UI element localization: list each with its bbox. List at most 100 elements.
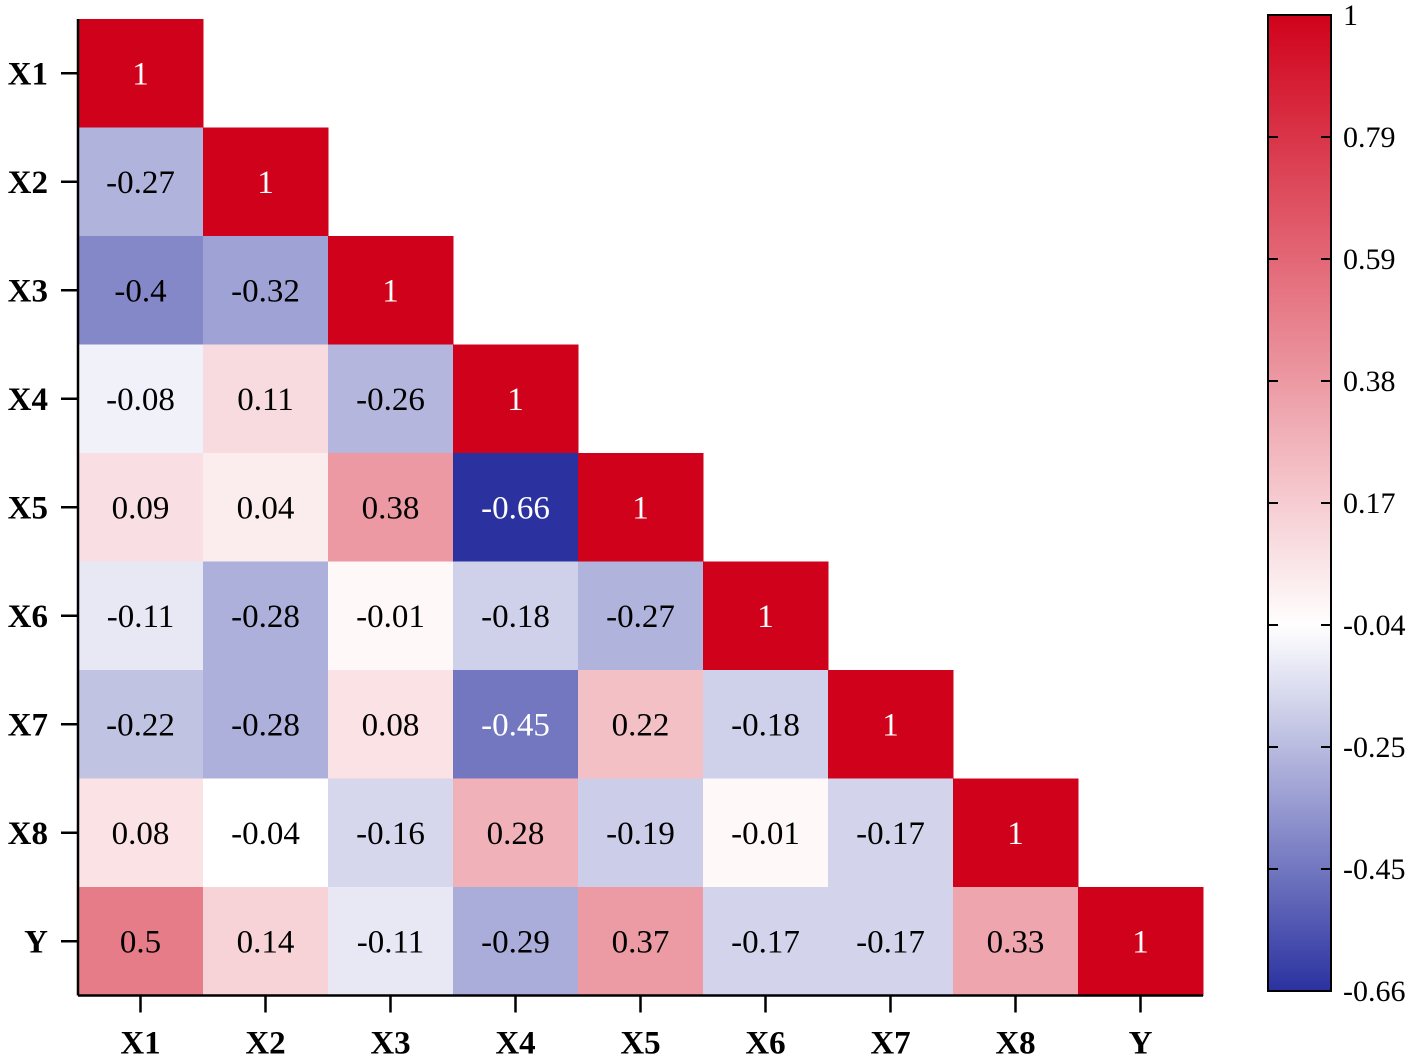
heatmap-cell-x3-x1 <box>78 236 204 345</box>
heatmap-cell-x7-x3 <box>328 670 454 779</box>
x-tick-label: X2 <box>245 1026 285 1057</box>
heatmap-cell-y-y <box>1078 887 1204 996</box>
cell-value-label: -0.16 <box>356 816 425 852</box>
y-tick-label: X4 <box>8 382 48 418</box>
cell-value-label: -0.04 <box>231 816 300 852</box>
y-tick-label: X3 <box>8 273 48 309</box>
colorbar-gradient <box>1267 14 1332 992</box>
colorbar-tick-label: 0.79 <box>1343 121 1396 154</box>
x-tick-label: X5 <box>620 1026 660 1057</box>
cell-value-label: -0.28 <box>231 707 300 743</box>
cell-value-label: 1 <box>882 707 899 743</box>
cell-value-label: 1 <box>632 490 649 526</box>
heatmap-cell-x8-x4 <box>453 778 579 888</box>
colorbar-tick-label: -0.04 <box>1343 609 1406 642</box>
cell-value-label: -0.19 <box>606 816 675 852</box>
cell-value-label: -0.11 <box>357 924 425 960</box>
heatmap-cell-x6-x5 <box>578 561 704 671</box>
heatmap-cell-x6-x2 <box>203 561 329 671</box>
cell-value-label: -0.01 <box>356 599 425 635</box>
cell-value-label: -0.28 <box>231 599 300 635</box>
cell-value-label: -0.26 <box>356 382 425 418</box>
cell-value-label: -0.29 <box>481 924 550 960</box>
heatmap-cells: 1 -0.27 1 -0.4 -0.32 1 -0.08 0.11 -0.26 1 0.09 0.04… <box>78 19 1204 996</box>
cell-value-label: -0.27 <box>106 165 175 201</box>
colorbar-tick-label: 0.17 <box>1343 487 1396 520</box>
heatmap-cell-x8-x5 <box>578 778 704 888</box>
cell-value-label: 0.14 <box>237 924 295 960</box>
heatmap-cell-x7-x1 <box>78 670 204 779</box>
x-tick-label: X3 <box>370 1026 410 1057</box>
cell-value-label: -0.27 <box>606 599 675 635</box>
cell-value-label: 1 <box>507 382 524 418</box>
cell-value-label: -0.32 <box>231 273 300 309</box>
heatmap-cell-x8-x3 <box>328 778 454 888</box>
heatmap-cell-x2-x2 <box>203 127 329 237</box>
cell-value-label: 1 <box>257 165 274 201</box>
heatmap-cell-y-x3 <box>328 887 454 996</box>
cell-value-label: -0.4 <box>114 273 166 309</box>
colorbar-tick-label: -0.45 <box>1343 853 1406 886</box>
cell-value-label: 0.22 <box>612 707 670 743</box>
heatmap-cell-x4-x2 <box>203 344 329 454</box>
colorbar-tick-label: 0.38 <box>1343 365 1396 398</box>
cell-value-label: 1 <box>1132 924 1149 960</box>
y-tick-label: X6 <box>8 599 48 635</box>
x-tick-label: Y <box>1129 1026 1153 1057</box>
cell-value-label: 1 <box>757 599 774 635</box>
cell-value-label: 1 <box>1007 816 1024 852</box>
heatmap-cell-x5-x3 <box>328 453 454 562</box>
cell-value-label: -0.45 <box>481 707 550 743</box>
x-tick-label: X1 <box>120 1026 160 1057</box>
y-tick-label: Y <box>24 924 48 960</box>
heatmap-cell-x8-x2 <box>203 778 329 888</box>
heatmap-cell-x7-x5 <box>578 670 704 779</box>
heatmap-axes: X1 X2 X3 X4 X5 X6 X7 X8 Y X1 X2 X3 X4 X5 X6 X7 X8 Y <box>8 19 1203 1057</box>
cell-value-label: -0.17 <box>731 924 800 960</box>
y-tick-label: X7 <box>8 707 48 743</box>
heatmap-cell-x7-x7 <box>828 670 954 779</box>
heatmap-cell-x5-x5 <box>578 453 704 562</box>
cell-value-label: -0.66 <box>481 490 550 526</box>
heatmap-cell-x8-x6 <box>703 778 829 888</box>
heatmap-cell-x7-x2 <box>203 670 329 779</box>
heatmap-cell-x8-x7 <box>828 778 954 888</box>
colorbar: 1 0.79 0.59 0.38 0.17 -0.04 -0.25 -0.45 -0.66 <box>1267 0 1406 1008</box>
colorbar-tick-label: 0.59 <box>1343 243 1396 276</box>
heatmap-cell-y-x8 <box>953 887 1079 996</box>
cell-value-label: 0.5 <box>120 924 161 960</box>
cell-value-label: -0.17 <box>856 924 925 960</box>
heatmap-cell-x5-x2 <box>203 453 329 562</box>
cell-value-label: 0.33 <box>987 924 1045 960</box>
cell-value-label: 0.28 <box>487 816 545 852</box>
heatmap-cell-y-x4 <box>453 887 579 996</box>
x-tick-label: X8 <box>995 1026 1035 1057</box>
heatmap-cell-y-x6 <box>703 887 829 996</box>
heatmap-cell-x7-x4 <box>453 670 579 779</box>
heatmap-cell-x6-x4 <box>453 561 579 671</box>
heatmap-cell-x2-x1 <box>78 127 204 237</box>
x-tick-label: X7 <box>870 1026 910 1057</box>
cell-value-label: 0.38 <box>362 490 420 526</box>
y-tick-label: X8 <box>8 816 48 852</box>
cell-value-label: -0.22 <box>106 707 175 743</box>
heatmap-cell-y-x7 <box>828 887 954 996</box>
heatmap-cell-x6-x6 <box>703 561 829 671</box>
heatmap-cell-x1-x1 <box>78 19 204 128</box>
cell-value-label: -0.18 <box>481 599 550 635</box>
colorbar-tick-label: -0.25 <box>1343 731 1406 764</box>
heatmap-cell-x7-x6 <box>703 670 829 779</box>
cell-value-label: -0.17 <box>856 816 925 852</box>
cell-value-label: -0.01 <box>731 816 800 852</box>
heatmap-cell-y-x2 <box>203 887 329 996</box>
colorbar-tick-label: 1 <box>1343 0 1358 32</box>
heatmap-cell-y-x1 <box>78 887 204 996</box>
x-tick-label: X4 <box>495 1026 535 1057</box>
heatmap-cell-x5-x4 <box>453 453 579 562</box>
cell-value-label: -0.08 <box>106 382 175 418</box>
heatmap-cell-x4-x1 <box>78 344 204 454</box>
heatmap-cell-x4-x3 <box>328 344 454 454</box>
cell-value-label: 0.37 <box>612 924 670 960</box>
y-tick-label: X5 <box>8 490 48 526</box>
